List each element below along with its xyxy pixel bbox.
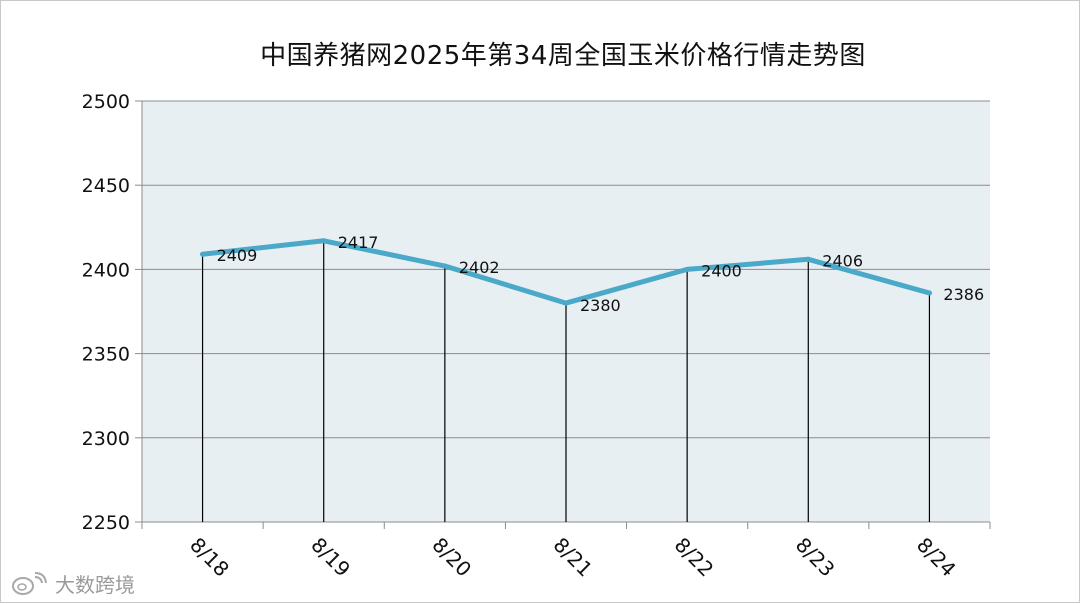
data-label: 2406 xyxy=(822,251,863,270)
x-tick-label: 8/18 xyxy=(185,533,234,582)
y-tick-label: 2350 xyxy=(82,344,130,366)
x-tick-label: 8/19 xyxy=(306,533,355,582)
data-point xyxy=(563,300,569,306)
data-point xyxy=(684,266,690,272)
watermark: 大数跨境 xyxy=(9,569,135,598)
y-tick-label: 2300 xyxy=(82,428,130,450)
x-tick-label: 8/24 xyxy=(912,533,961,582)
y-tick-label: 2500 xyxy=(82,91,130,113)
y-tick-label: 2250 xyxy=(82,512,130,534)
data-point xyxy=(321,238,327,244)
data-label: 2409 xyxy=(217,246,258,265)
data-label: 2417 xyxy=(338,233,379,252)
data-point xyxy=(442,263,448,269)
data-label: 2402 xyxy=(459,258,500,277)
data-label: 2386 xyxy=(943,285,984,304)
y-tick-label: 2450 xyxy=(82,175,130,197)
x-tick-label: 8/23 xyxy=(791,533,840,582)
weibo-logo-icon xyxy=(9,571,49,597)
watermark-text: 大数跨境 xyxy=(55,573,135,597)
data-label: 2400 xyxy=(701,261,742,280)
x-tick-label: 8/22 xyxy=(670,533,719,582)
data-point xyxy=(805,256,811,262)
y-tick-label: 2400 xyxy=(82,259,130,281)
chart-title: 中国养猪网2025年第34周全国玉米价格行情走势图 xyxy=(260,41,866,71)
x-tick-label: 8/21 xyxy=(549,533,598,582)
data-point xyxy=(926,290,932,296)
data-point xyxy=(200,251,206,257)
data-label: 2380 xyxy=(580,296,621,315)
x-tick-label: 8/20 xyxy=(427,533,476,582)
